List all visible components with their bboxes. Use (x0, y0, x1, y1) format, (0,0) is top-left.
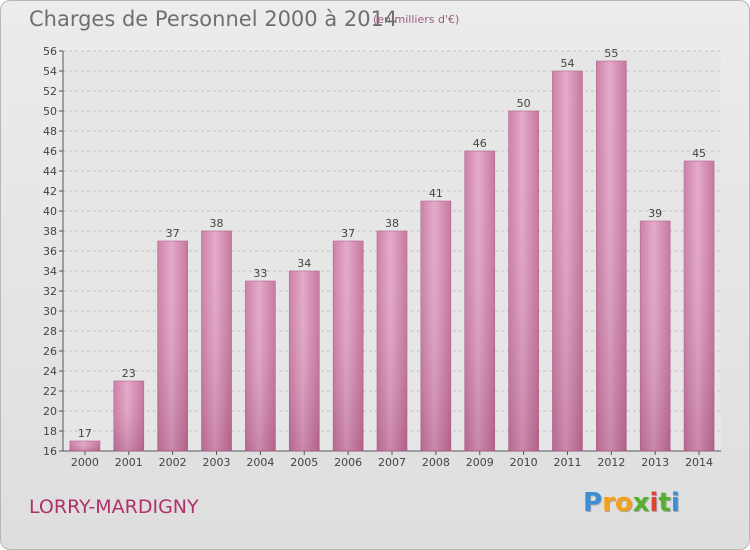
logo-letter: i (649, 488, 659, 518)
value-label: 33 (253, 267, 267, 280)
y-tick-label: 44 (43, 165, 57, 178)
x-tick-label: 2003 (203, 456, 231, 469)
bar-shade (684, 161, 715, 451)
y-tick-label: 34 (43, 265, 57, 278)
x-tick-label: 2007 (378, 456, 406, 469)
value-label: 38 (385, 217, 399, 230)
value-label: 38 (210, 217, 224, 230)
value-labels: 17 23 37 38 33 34 37 38 41 46 50 54 55 39 45 (78, 47, 706, 440)
bar-shade (333, 241, 364, 451)
bar-shade (508, 111, 539, 451)
bar-2011 (552, 70, 583, 452)
y-tick-label: 24 (43, 365, 57, 378)
value-label: 41 (429, 187, 443, 200)
bar-shade (640, 221, 671, 451)
value-label: 37 (341, 227, 355, 240)
commune-name: LORRY-MARDIGNY (29, 496, 199, 518)
axes: 16 18 20 22 24 26 28 30 32 34 36 38 40 42 44 46 48 50 52 54… (43, 45, 721, 469)
logo-letter: i (670, 488, 680, 518)
bar-2014 (683, 160, 715, 452)
y-tick-label: 48 (43, 125, 57, 138)
value-label: 39 (648, 207, 662, 220)
y-tick-label: 40 (43, 205, 57, 218)
x-tick-label: 2004 (246, 456, 274, 469)
bar-shade (464, 151, 495, 451)
y-tick-label: 16 (43, 445, 57, 458)
value-label: 45 (692, 147, 706, 160)
y-tick-label: 42 (43, 185, 57, 198)
y-tick-label: 46 (43, 145, 57, 158)
logo-letter: o (614, 488, 633, 518)
bar-shade (245, 281, 276, 451)
y-tick-label: 22 (43, 385, 57, 398)
bar-shade (377, 231, 407, 451)
logo-letter: r (602, 488, 615, 518)
bar-shade (596, 61, 627, 451)
x-tick-label: 2000 (71, 456, 99, 469)
y-tick-label: 36 (43, 245, 57, 258)
value-label: 46 (473, 137, 487, 150)
y-tick-label: 26 (43, 345, 57, 358)
bar-2008 (420, 200, 452, 452)
value-label: 50 (517, 97, 531, 110)
bar-2009 (464, 150, 496, 452)
bars (69, 60, 715, 452)
chart-subtitle: (en milliers d'€) (373, 13, 460, 26)
x-tick-label: 2008 (422, 456, 450, 469)
value-label: 37 (166, 227, 180, 240)
bar-shade (552, 71, 583, 451)
y-tick-label: 56 (43, 45, 57, 58)
y-tick-label: 20 (43, 405, 57, 418)
logo-letter: x (632, 488, 650, 518)
logo-letter: P (583, 488, 603, 518)
value-label: 54 (560, 57, 574, 70)
bar-2006 (332, 240, 364, 452)
y-tick-label: 32 (43, 285, 57, 298)
bar-2007 (376, 230, 408, 452)
y-tick-label: 30 (43, 305, 57, 318)
value-label: 55 (604, 47, 618, 60)
bar-shade (420, 201, 451, 451)
bar-shade (113, 381, 144, 451)
value-label: 34 (297, 257, 311, 270)
y-tick-label: 28 (43, 325, 57, 338)
value-label: 23 (122, 367, 136, 380)
bar-2005 (288, 270, 320, 452)
y-tick-label: 38 (43, 225, 57, 238)
logo-letter: t (658, 488, 671, 518)
chart-title: Charges de Personnel 2000 à 2014 (29, 7, 398, 31)
proxiti-logo: Proxiti (583, 488, 680, 518)
bar-shade (201, 231, 232, 451)
bar-2012 (596, 60, 627, 452)
x-tick-label: 2002 (159, 456, 187, 469)
bar-shade (157, 241, 188, 451)
x-tick-label: 2014 (685, 456, 713, 469)
bar-shade (289, 271, 320, 451)
bar-shade (69, 441, 100, 451)
bar-2004 (245, 280, 276, 452)
y-tick-label: 50 (43, 105, 57, 118)
x-tick-label: 2010 (510, 456, 538, 469)
x-tick-label: 2006 (334, 456, 362, 469)
bar-2003 (201, 230, 232, 452)
x-tick-label: 2009 (466, 456, 494, 469)
y-tick-label: 18 (43, 425, 57, 438)
bar-2002 (157, 240, 188, 452)
y-tick-label: 52 (43, 85, 57, 98)
bar-2013 (639, 220, 671, 452)
x-tick-label: 2012 (597, 456, 625, 469)
bar-2010 (508, 110, 539, 452)
bar-2000 (69, 440, 101, 452)
x-tick-label: 2013 (641, 456, 669, 469)
bar-2001 (113, 380, 145, 452)
x-tick-label: 2011 (553, 456, 581, 469)
x-tick-label: 2001 (115, 456, 143, 469)
value-label: 17 (78, 427, 92, 440)
x-tick-label: 2005 (290, 456, 318, 469)
y-tick-label: 54 (43, 65, 57, 78)
